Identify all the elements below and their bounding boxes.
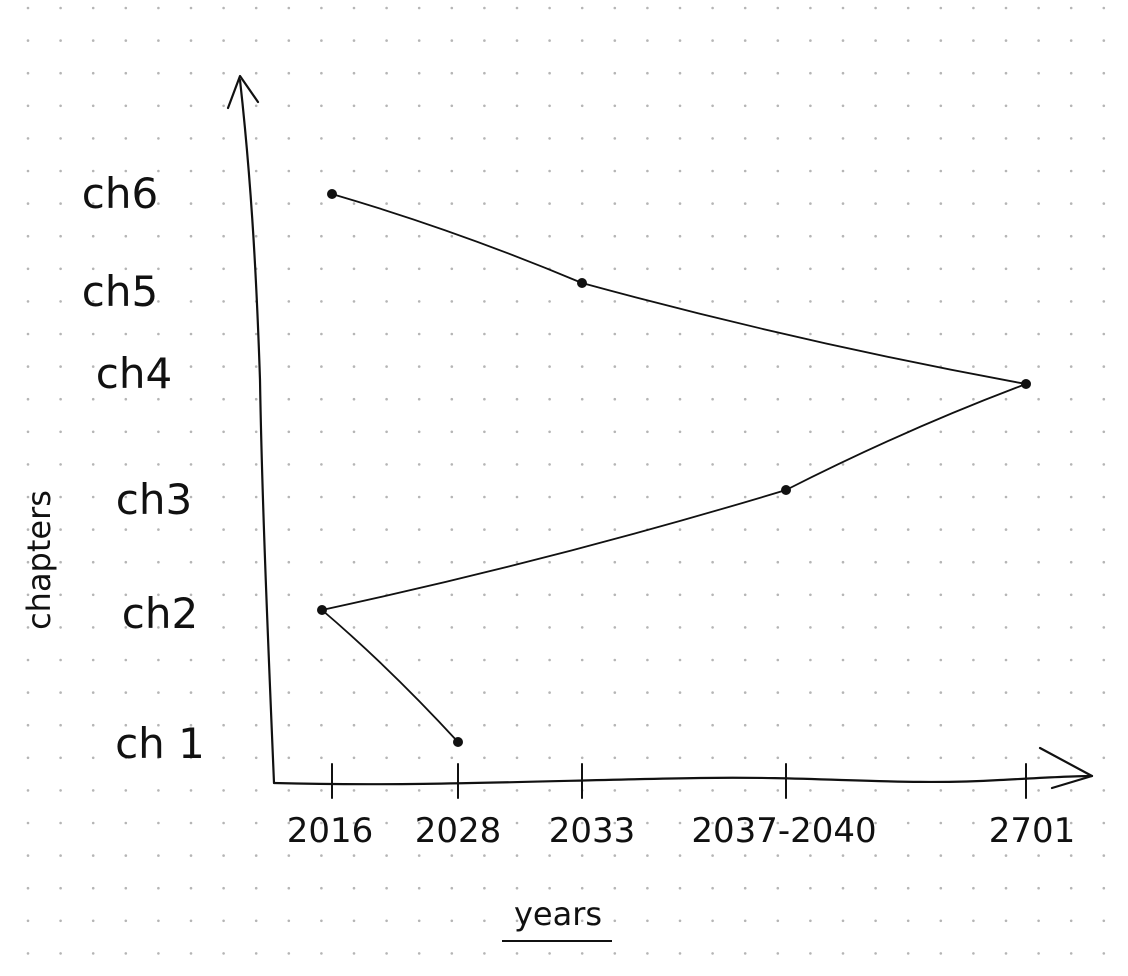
x-tick-label: 2028 xyxy=(415,811,502,851)
x-tick-label: 2016 xyxy=(287,811,374,851)
x-axis-tick-labels: 2016 2028 2033 2037-2040 2701 xyxy=(287,811,1076,851)
x-axis xyxy=(272,774,1094,786)
x-tick-label: 2033 xyxy=(549,811,636,851)
data-point xyxy=(781,485,791,495)
series-line xyxy=(321,193,1027,743)
y-tick-label: ch3 xyxy=(116,475,192,524)
data-point xyxy=(453,737,463,747)
y-axis xyxy=(238,78,276,785)
y-tick-label: ch 1 xyxy=(115,719,205,768)
x-tick-label: 2701 xyxy=(989,811,1076,851)
x-axis-label: years xyxy=(514,895,602,933)
data-point xyxy=(1021,379,1031,389)
x-axis-ticks xyxy=(331,763,1027,799)
data-points xyxy=(317,189,1031,747)
dot-grid-background xyxy=(26,6,1106,955)
y-tick-label: ch4 xyxy=(96,349,172,398)
y-axis-tick-labels: ch 1 ch2 ch3 ch4 ch5 ch6 xyxy=(82,169,205,768)
data-point xyxy=(327,189,337,199)
y-tick-label: ch5 xyxy=(82,267,158,316)
data-point xyxy=(317,605,327,615)
x-tick-label: 2037-2040 xyxy=(691,811,876,851)
x-axis-arrowhead xyxy=(1038,746,1094,790)
y-tick-label: ch6 xyxy=(82,169,158,218)
data-point xyxy=(577,278,587,288)
y-axis-label: chapters xyxy=(20,490,58,630)
y-axis-arrowhead xyxy=(226,74,260,110)
y-tick-label: ch2 xyxy=(122,589,198,638)
